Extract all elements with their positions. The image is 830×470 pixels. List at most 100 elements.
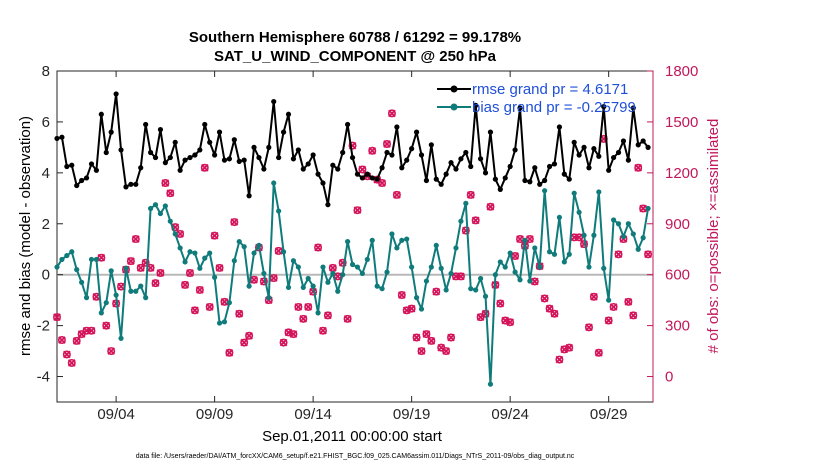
- bias-point: [359, 270, 365, 277]
- obs-assimilated-marker: [230, 218, 239, 226]
- rmse-point: [69, 162, 75, 168]
- obs-possible-marker: [555, 355, 564, 364]
- bias-point: [527, 278, 533, 284]
- obs-assimilated-marker: [358, 165, 367, 174]
- bias-point: [423, 278, 430, 284]
- y2-tick-label: 600: [665, 267, 690, 284]
- bias-point: [384, 269, 390, 275]
- obs-possible-marker: [215, 263, 224, 272]
- rmse-point: [428, 142, 434, 148]
- obs-assimilated-marker: [407, 304, 416, 313]
- rmse-point: [221, 157, 228, 163]
- x-tick-label: 09/19: [393, 406, 431, 423]
- obs-assimilated-marker: [333, 272, 342, 281]
- bias-point: [290, 258, 297, 264]
- obs-assimilated-marker: [131, 235, 140, 243]
- bias-point: [364, 256, 370, 263]
- obs-possible-marker: [471, 216, 480, 225]
- bias-point: [610, 217, 617, 223]
- obs-possible-marker: [456, 272, 465, 281]
- obs-assimilated-marker: [540, 294, 549, 303]
- obs-assimilated-marker: [107, 347, 116, 355]
- obs-assimilated-marker: [210, 231, 219, 240]
- bias-point: [586, 264, 592, 270]
- bias-point: [522, 237, 528, 243]
- y2-tick-label: 900: [665, 216, 690, 233]
- bias-point: [305, 275, 311, 282]
- obs-possible-marker: [466, 190, 475, 199]
- legend-bias-marker: [450, 103, 458, 111]
- bias-point: [507, 250, 513, 256]
- rmse-point: [108, 129, 114, 135]
- obs-possible-marker: [225, 348, 234, 357]
- rmse-point: [615, 149, 622, 156]
- bias-point: [630, 231, 636, 237]
- obs-assimilated-marker: [609, 303, 618, 311]
- obs-possible-marker: [299, 314, 308, 323]
- obs-possible-marker: [82, 326, 91, 335]
- y2-axis-label: # of obs: o=possible; ×=assimilated: [705, 119, 722, 354]
- bias-point: [88, 256, 95, 263]
- bias-point: [374, 283, 380, 289]
- bias-point: [143, 295, 149, 301]
- x-tick-label: 09/14: [294, 406, 332, 423]
- obs-assimilated-marker: [590, 292, 598, 301]
- rmse-point: [443, 171, 449, 177]
- bias-point: [251, 250, 257, 256]
- rmse-point: [610, 154, 617, 161]
- obs-possible-marker: [131, 235, 140, 244]
- obs-assimilated-marker: [53, 313, 61, 321]
- obs-assimilated-marker: [506, 318, 514, 327]
- obs-possible-marker: [417, 347, 426, 356]
- obs-assimilated-marker: [388, 109, 396, 118]
- rmse-point: [128, 181, 134, 187]
- obs-possible-marker: [609, 302, 618, 311]
- obs-possible-marker: [614, 250, 623, 259]
- obs-assimilated-marker: [457, 272, 465, 281]
- bias-point: [369, 237, 375, 243]
- y2-tick-label: 0: [665, 369, 673, 386]
- obs-assimilated-marker: [629, 311, 638, 320]
- obs-assimilated-marker: [181, 281, 189, 289]
- obs-assimilated-marker: [393, 191, 401, 199]
- obs-assimilated-marker: [205, 303, 214, 311]
- obs-possible-marker: [506, 318, 515, 327]
- obs-assimilated-marker: [289, 330, 298, 338]
- bias-point: [64, 252, 70, 259]
- obs-assimilated-marker: [594, 348, 603, 357]
- bias-point: [103, 300, 109, 306]
- bias-point: [280, 249, 287, 255]
- obs-possible-marker: [629, 311, 638, 320]
- rmse-point: [492, 176, 498, 182]
- bias-point: [157, 210, 164, 217]
- rmse-point: [423, 177, 430, 184]
- obs-assimilated-marker: [294, 303, 303, 311]
- bias-point: [310, 283, 316, 289]
- rmse-point: [413, 129, 420, 135]
- bias-point: [241, 244, 247, 250]
- bias-point: [413, 295, 420, 301]
- y2-tick-label: 1200: [665, 165, 698, 182]
- rmse-point: [576, 152, 582, 158]
- obs-possible-marker: [102, 321, 111, 330]
- obs-assimilated-marker: [166, 189, 175, 198]
- bias-point: [207, 250, 213, 256]
- rmse-point: [478, 156, 484, 162]
- rmse-point: [635, 142, 641, 148]
- legend-rmse-marker: [450, 85, 458, 93]
- obs-assimilated-marker: [63, 350, 71, 359]
- bias-point: [147, 205, 154, 212]
- obs-assimilated-marker: [447, 333, 455, 342]
- rmse-point: [320, 180, 326, 186]
- rmse-point: [207, 139, 213, 145]
- bias-point: [497, 259, 503, 265]
- obs-assimilated-marker: [127, 257, 135, 265]
- obs-assimilated-marker: [575, 233, 583, 242]
- obs-possible-marker: [634, 163, 643, 172]
- bias-point: [537, 264, 543, 270]
- obs-assimilated-marker: [279, 338, 288, 347]
- obs-possible-marker: [397, 291, 406, 300]
- obs-assimilated-marker: [156, 269, 165, 277]
- rmse-point: [606, 167, 612, 173]
- bias-point: [581, 232, 587, 238]
